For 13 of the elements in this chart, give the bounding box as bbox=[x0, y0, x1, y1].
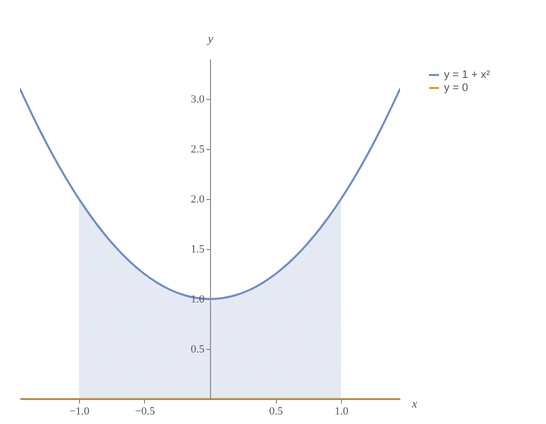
x-tick-label: 1.0 bbox=[334, 406, 349, 418]
x-axis-title: x bbox=[410, 396, 418, 410]
y-tick-label: 3.0 bbox=[190, 94, 205, 106]
y-tick-label: 1.5 bbox=[190, 244, 205, 256]
x-tick-label: −0.5 bbox=[135, 406, 156, 418]
legend-label: y = 0 bbox=[444, 82, 468, 94]
y-axis-title: y bbox=[206, 32, 214, 46]
legend-label: y = 1 + x² bbox=[444, 69, 490, 81]
y-tick-label: 2.0 bbox=[190, 194, 205, 206]
y-tick-label: 0.5 bbox=[190, 344, 205, 356]
y-tick-label: 2.5 bbox=[190, 144, 205, 156]
x-tick-label: −1.0 bbox=[69, 406, 90, 418]
x-tick-label: 0.5 bbox=[269, 406, 284, 418]
